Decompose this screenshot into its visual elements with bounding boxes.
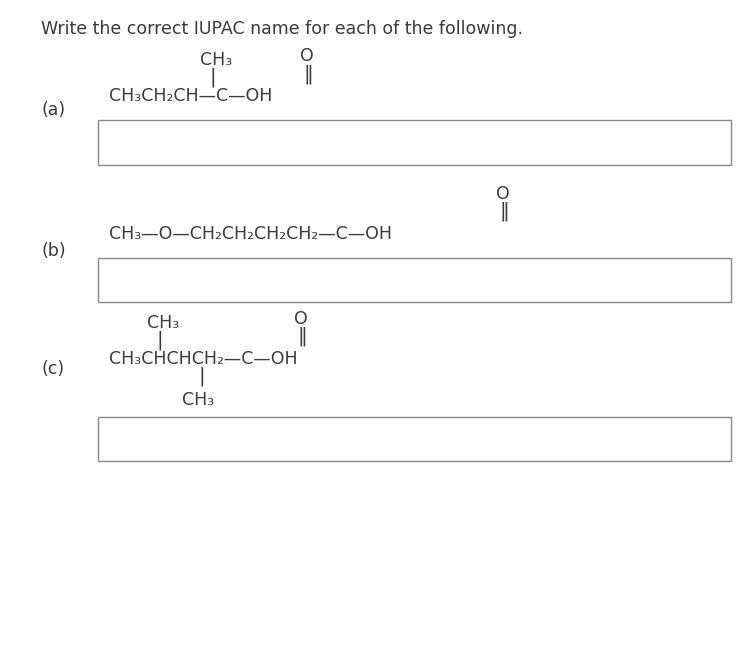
Text: (c): (c) xyxy=(41,360,65,378)
Text: |: | xyxy=(157,330,164,350)
Text: Write the correct IUPAC name for each of the following.: Write the correct IUPAC name for each of… xyxy=(41,20,523,38)
Text: ‖: ‖ xyxy=(304,64,314,84)
FancyBboxPatch shape xyxy=(98,120,731,165)
Text: CH₃CHCHCH₂—C—OH: CH₃CHCHCH₂—C—OH xyxy=(109,349,298,368)
Text: |: | xyxy=(198,366,205,386)
Text: ‖: ‖ xyxy=(298,326,308,346)
Text: (a): (a) xyxy=(41,101,66,120)
FancyBboxPatch shape xyxy=(98,417,731,461)
Text: CH₃CH₂CH—C—OH: CH₃CH₂CH—C—OH xyxy=(109,86,273,105)
Text: CH₃: CH₃ xyxy=(200,50,232,69)
Text: CH₃: CH₃ xyxy=(182,390,215,409)
Text: CH₃—O—CH₂CH₂CH₂CH₂—C—OH: CH₃—O—CH₂CH₂CH₂CH₂—C—OH xyxy=(109,225,392,243)
Text: |: | xyxy=(210,67,216,87)
Text: O: O xyxy=(300,47,314,65)
Text: O: O xyxy=(294,309,308,328)
Text: CH₃: CH₃ xyxy=(147,313,179,332)
Text: O: O xyxy=(496,184,510,203)
FancyBboxPatch shape xyxy=(98,258,731,302)
Text: (b): (b) xyxy=(41,242,66,260)
Text: ‖: ‖ xyxy=(500,201,510,221)
